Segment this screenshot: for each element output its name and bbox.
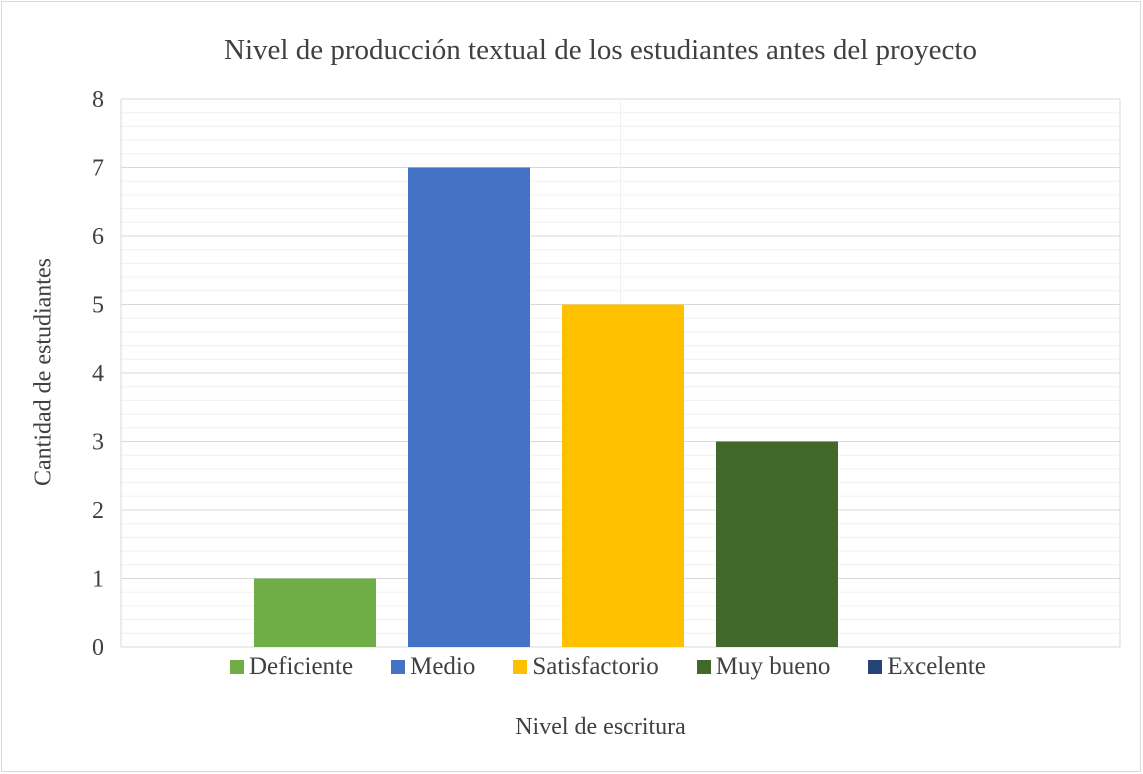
y-tick-label: 6: [92, 224, 104, 250]
legend-label: Muy bueno: [715, 653, 831, 680]
legend-item: Satisfactorio: [513, 653, 659, 681]
legend-label: Deficiente: [249, 653, 354, 680]
y-tick-labels: 0 1 2 3 4 5 6 7 8: [92, 87, 104, 661]
legend-label: Medio: [410, 653, 476, 680]
legend-swatch: [230, 660, 244, 674]
y-tick-label: 1: [92, 567, 104, 593]
legend-label: Satisfactorio: [532, 653, 659, 680]
legend-item: Deficiente: [230, 653, 353, 681]
legend-item: Excelente: [868, 653, 986, 681]
legend-swatch: [868, 660, 883, 674]
chart-title: Nivel de producción textual de los estud…: [224, 34, 977, 66]
bar-deficiente: [254, 578, 376, 647]
legend-swatch: [696, 660, 711, 674]
y-tick-label: 3: [92, 430, 104, 456]
x-axis-label: Nivel de escritura: [515, 714, 686, 740]
legend-item: Medio: [391, 653, 475, 681]
bar-satisfactorio: [562, 304, 684, 647]
legend-label: Excelente: [887, 653, 986, 680]
y-tick-label: 7: [92, 156, 104, 182]
legend-swatch: [513, 660, 528, 674]
legend-item: Muy bueno: [696, 653, 831, 681]
legend: Deficiente Medio Satisfactorio Muy bueno Exc…: [230, 653, 986, 681]
y-tick-label: 4: [92, 361, 104, 387]
legend-swatch: [391, 660, 406, 674]
y-tick-label: 8: [92, 87, 104, 113]
bar-muy-bueno: [716, 441, 838, 647]
bar-medio: [408, 167, 530, 647]
y-tick-label: 5: [92, 293, 104, 319]
bars: [254, 167, 838, 647]
y-tick-label: 0: [92, 635, 104, 661]
y-tick-label: 2: [92, 498, 104, 524]
